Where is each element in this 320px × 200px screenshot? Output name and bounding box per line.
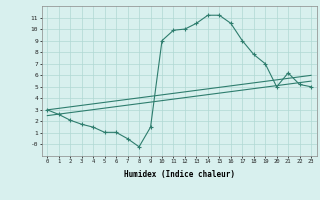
X-axis label: Humidex (Indice chaleur): Humidex (Indice chaleur) xyxy=(124,170,235,179)
